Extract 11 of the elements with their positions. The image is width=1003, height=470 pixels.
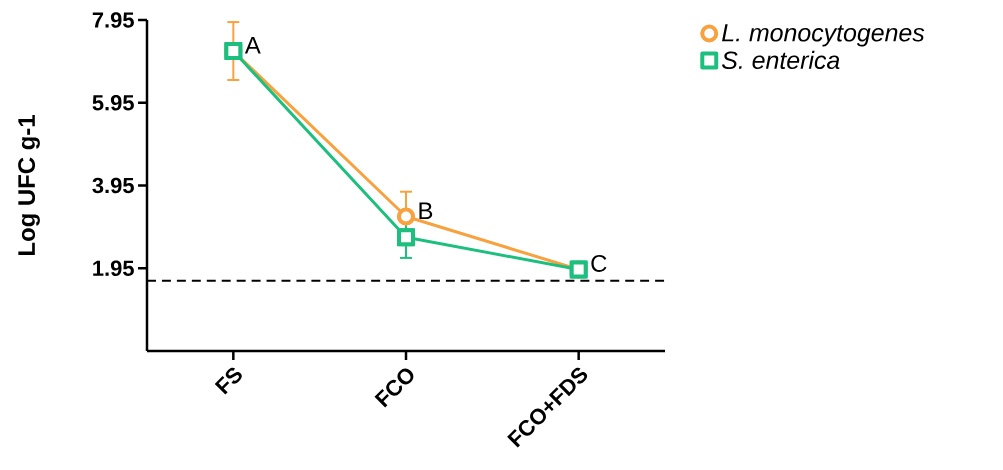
y-tick-label: 7.95 bbox=[92, 12, 134, 28]
legend-label: L. monocytogenes bbox=[722, 24, 925, 47]
y-tick-label: 5.95 bbox=[92, 94, 134, 111]
x-tick-label: FS bbox=[214, 367, 242, 395]
y-tick-label: 3.95 bbox=[92, 177, 134, 194]
annotation: C bbox=[591, 255, 607, 272]
y-tick-label: 1.95 bbox=[93, 260, 134, 277]
legend-label: S. enterica bbox=[721, 50, 840, 70]
y-axis-title: Log UFC g-1 bbox=[18, 115, 40, 255]
annotation: A bbox=[244, 37, 261, 54]
annotation: B bbox=[419, 202, 433, 219]
